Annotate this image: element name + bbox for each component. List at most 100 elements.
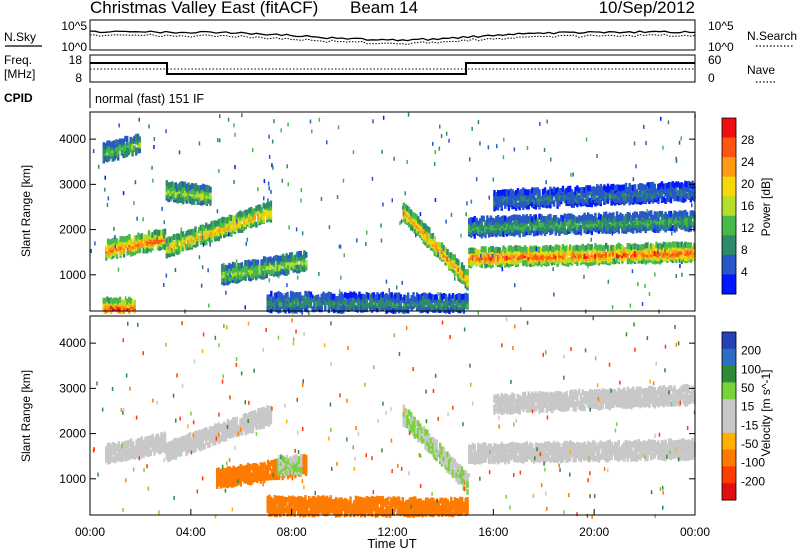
- power-cell: [547, 219, 550, 226]
- power-cell: [185, 236, 188, 243]
- power-cell: [126, 238, 129, 245]
- power-cell: [628, 212, 631, 219]
- power-cell: [484, 220, 487, 227]
- power-cell: [201, 228, 204, 235]
- power-cell: [250, 221, 253, 228]
- power-cell: [379, 298, 383, 305]
- power-cell: [459, 276, 462, 283]
- velocity-cell: [119, 456, 122, 463]
- power-cell: [301, 254, 304, 261]
- velocity-cell: [253, 416, 256, 423]
- power-noise-cell: [678, 258, 681, 263]
- power-cell: [253, 208, 256, 214]
- power-cell: [642, 193, 646, 200]
- power-cell: [409, 215, 413, 222]
- power-cell: [642, 189, 646, 196]
- power-cell: [569, 248, 572, 255]
- power-cell: [303, 266, 306, 273]
- power-cell: [619, 254, 622, 261]
- power-cell: [567, 192, 570, 199]
- power-cell: [412, 292, 415, 299]
- velocity-cell: [223, 475, 226, 482]
- power-cell: [552, 253, 556, 260]
- power-cell: [648, 186, 651, 193]
- velocity-cell: [206, 429, 210, 436]
- power-cell: [333, 307, 336, 314]
- power-cell: [514, 228, 518, 235]
- power-cell: [473, 220, 476, 227]
- power-cell: [247, 269, 251, 276]
- power-cell: [307, 295, 311, 302]
- power-cell: [626, 226, 629, 233]
- power-cell: [276, 255, 279, 262]
- velocity-cell: [178, 447, 181, 454]
- velocity-cell: [106, 458, 110, 465]
- power-cell: [585, 214, 588, 221]
- power-cell: [237, 262, 240, 269]
- cpid-label: CPID: [4, 91, 33, 105]
- power-cell: [455, 304, 458, 311]
- power-cell: [185, 197, 188, 204]
- power-cell: [133, 240, 136, 247]
- power-cell: [468, 229, 471, 236]
- power-cell: [257, 213, 260, 220]
- power-cell: [529, 257, 532, 264]
- power-cell: [601, 195, 604, 201]
- power-cell: [131, 150, 134, 157]
- power-cell: [484, 246, 487, 253]
- power-cell: [682, 187, 685, 194]
- power-cell: [659, 254, 662, 261]
- velocity-cell: [217, 422, 221, 429]
- power-noise-cell: [318, 117, 321, 122]
- power-cell: [201, 192, 205, 199]
- power-cell: [131, 305, 135, 312]
- power-cell: [516, 214, 520, 221]
- power-noise-cell: [641, 302, 644, 306]
- power-cell: [428, 241, 431, 248]
- velocity-cell: [264, 417, 267, 424]
- nave-tick-bottom: 0: [708, 71, 715, 85]
- power-cell: [662, 246, 665, 253]
- power-cell: [212, 220, 215, 227]
- velocity-cell: [149, 449, 152, 456]
- power-cell: [495, 222, 498, 229]
- velocity-cell: [267, 406, 271, 412]
- power-cell: [592, 186, 595, 193]
- power-cbar-tick: 24: [741, 155, 755, 169]
- power-cell: [579, 215, 583, 222]
- power-cell: [453, 304, 457, 311]
- velocity-cell: [243, 465, 246, 472]
- velocity-cell: [178, 437, 181, 444]
- power-cell: [215, 228, 219, 234]
- power-cell: [291, 298, 295, 305]
- power-cell: [669, 221, 673, 228]
- power-cell: [232, 215, 235, 222]
- power-cell: [691, 252, 694, 259]
- power-cell: [212, 224, 215, 231]
- power-cell: [172, 192, 176, 199]
- power-cell: [563, 220, 566, 227]
- power-noise-cell: [520, 307, 522, 312]
- power-cell: [290, 264, 294, 271]
- power-noise-cell: [308, 310, 310, 315]
- power-cell: [468, 257, 471, 264]
- power-cell: [460, 269, 464, 276]
- power-cell: [630, 249, 633, 256]
- power-cell: [608, 228, 611, 234]
- power-cell: [267, 260, 270, 266]
- power-noise-cell: [217, 138, 219, 143]
- power-cell: [160, 241, 163, 248]
- power-noise-cell: [643, 124, 645, 129]
- power-cell: [630, 258, 633, 265]
- power-cell: [531, 201, 534, 208]
- power-cell: [244, 213, 247, 219]
- velocity-cell: [256, 474, 259, 481]
- power-cell: [523, 223, 527, 230]
- power-cell: [171, 248, 174, 254]
- power-cell: [599, 183, 602, 190]
- power-cell: [531, 246, 534, 253]
- power-cell: [648, 244, 651, 251]
- power-cell: [525, 247, 529, 253]
- velocity-cell: [234, 479, 237, 486]
- power-cell: [531, 216, 534, 223]
